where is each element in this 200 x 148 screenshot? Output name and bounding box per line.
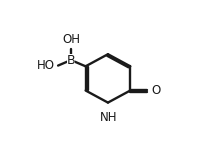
Text: B: B [67, 54, 75, 67]
Text: HO: HO [36, 59, 54, 72]
Text: OH: OH [62, 33, 80, 46]
Text: O: O [152, 84, 161, 97]
Text: NH: NH [100, 111, 118, 124]
